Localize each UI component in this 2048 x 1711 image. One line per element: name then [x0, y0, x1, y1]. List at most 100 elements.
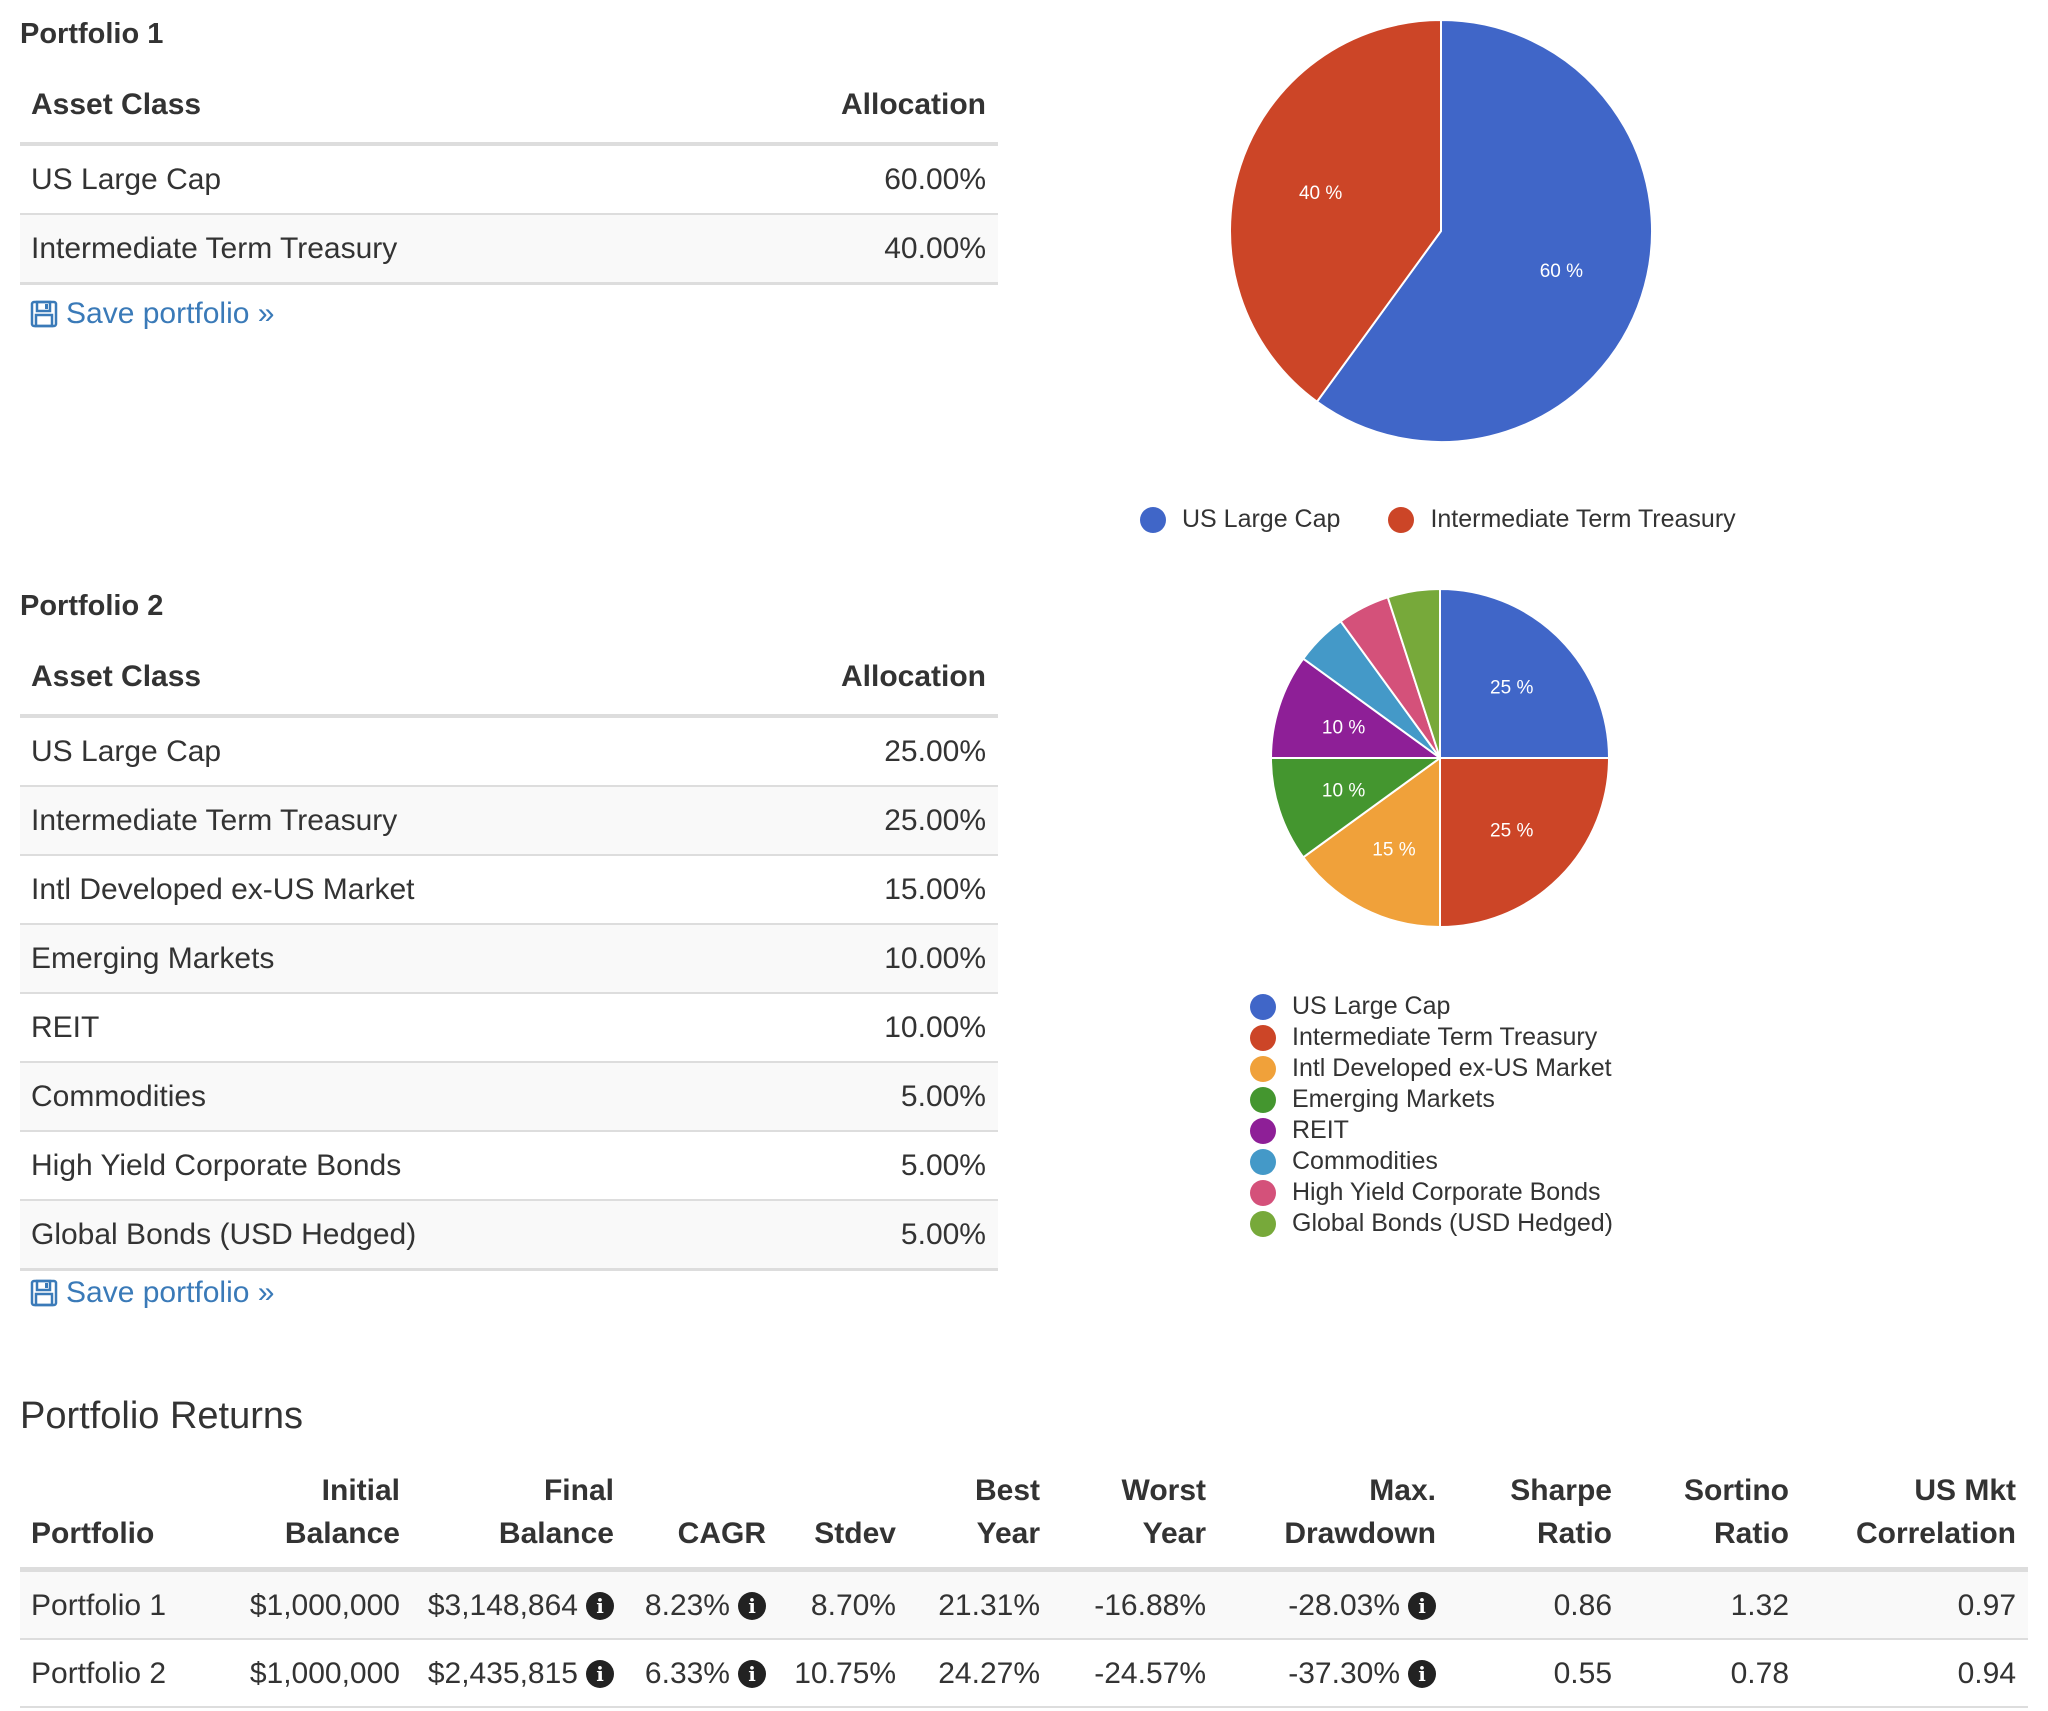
- portfolio-name: Portfolio 1: [31, 1589, 167, 1622]
- pie-slice-global-bonds-usd-hedged[interactable]: [1386, 587, 1441, 759]
- pie-slice-us-large-cap[interactable]: [1315, 18, 1653, 443]
- legend-dot: [1250, 1148, 1276, 1175]
- legend-item[interactable]: Commodities: [1250, 1146, 1613, 1177]
- pie-data-label: 40 %: [1299, 183, 1342, 204]
- best-year: 21.31%: [938, 1589, 1040, 1622]
- legend-item[interactable]: Intermediate Term Treasury: [1388, 505, 1736, 534]
- legend-dot: [1250, 1179, 1276, 1206]
- legend-item[interactable]: Emerging Markets: [1250, 1084, 1613, 1115]
- sortino-ratio: 1.32: [1730, 1589, 1789, 1622]
- save-portfolio-1-link[interactable]: Save portfolio »: [30, 297, 274, 331]
- table-row: Emerging Markets 10.00%: [20, 925, 998, 994]
- asset-name: Emerging Markets: [31, 942, 275, 975]
- max-drawdown-cell: -28.03% i: [1288, 1589, 1436, 1623]
- allocation-value: 10.00%: [884, 1011, 986, 1044]
- table-row: Intl Developed ex-US Market 15.00%: [20, 856, 998, 925]
- asset-name: Commodities: [31, 1080, 207, 1113]
- portfolio-1-legend: US Large Cap Intermediate Term Treasury: [1140, 505, 1784, 534]
- pie-slice-us-large-cap[interactable]: [1439, 587, 1611, 759]
- sharpe-ratio: 0.55: [1553, 1657, 1612, 1690]
- table-row: US Large Cap 25.00%: [20, 718, 998, 787]
- pie-data-label: 10 %: [1322, 718, 1365, 739]
- max-drawdown: -28.03%: [1288, 1589, 1400, 1622]
- legend-item[interactable]: US Large Cap: [1140, 505, 1340, 534]
- best-year: 24.27%: [938, 1657, 1040, 1690]
- pie-slice-intl-developed-ex-us-market[interactable]: [1301, 756, 1441, 929]
- info-circle-icon[interactable]: i: [1408, 1660, 1436, 1688]
- worst-year: -16.88%: [1094, 1589, 1206, 1622]
- stdev: 8.70%: [810, 1589, 896, 1622]
- header-max-drawdown: Max. Drawdown: [1284, 1474, 1436, 1550]
- pie-data-label: 60 %: [1540, 261, 1583, 282]
- header-worst-year: Worst Year: [1121, 1474, 1206, 1550]
- legend-item[interactable]: High Yield Corporate Bonds: [1250, 1177, 1613, 1208]
- cagr-cell: 6.33% i: [645, 1657, 766, 1691]
- portfolio-1-allocation-table: Asset Class Allocation US Large Cap 60.0…: [20, 68, 998, 285]
- info-circle-icon[interactable]: i: [738, 1660, 766, 1688]
- allocation-header: Allocation: [840, 660, 986, 693]
- legend-dot: [1250, 993, 1276, 1020]
- legend-item[interactable]: REIT: [1250, 1115, 1613, 1146]
- table-row: Intermediate Term Treasury 25.00%: [20, 787, 998, 856]
- asset-name: REIT: [31, 1011, 100, 1044]
- info-circle-icon[interactable]: i: [586, 1592, 614, 1620]
- pie-slice-intermediate-term-treasury[interactable]: [1439, 757, 1611, 929]
- pie-slice-intermediate-term-treasury[interactable]: [1229, 18, 1442, 404]
- table-header: Asset Class Allocation: [20, 68, 998, 146]
- legend-item[interactable]: US Large Cap: [1250, 991, 1613, 1022]
- us-mkt-correlation: 0.97: [1957, 1589, 2016, 1622]
- table-header: Asset Class Allocation: [20, 640, 998, 718]
- header-sortino-ratio: Sortino Ratio: [1684, 1474, 1789, 1550]
- portfolio-name: Portfolio 2: [31, 1657, 167, 1690]
- table-body: US Large Cap 25.00% Intermediate Term Tre…: [20, 718, 998, 1271]
- portfolio-1-title: Portfolio 1: [20, 18, 164, 50]
- portfolio-returns-title: Portfolio Returns: [20, 1395, 304, 1437]
- legend-label: Global Bonds (USD Hedged): [1292, 1209, 1613, 1237]
- cagr: 8.23%: [644, 1589, 730, 1622]
- pie-slice-reit[interactable]: [1269, 657, 1444, 759]
- legend-item[interactable]: Intermediate Term Treasury: [1250, 1022, 1613, 1053]
- legend-dot: [1250, 1117, 1276, 1144]
- worst-year: -24.57%: [1094, 1657, 1206, 1690]
- legend-label: High Yield Corporate Bonds: [1292, 1178, 1601, 1206]
- table-row: REIT 10.00%: [20, 994, 998, 1063]
- pie-data-label: 15 %: [1372, 839, 1415, 860]
- header-portfolio: Portfolio: [31, 1517, 155, 1550]
- save-portfolio-label: Save portfolio »: [66, 1276, 275, 1309]
- final-balance: $3,148,864: [427, 1589, 578, 1622]
- pie-data-label: 25 %: [1490, 821, 1533, 842]
- asset-name: Intl Developed ex-US Market: [31, 873, 415, 906]
- pie-slice-emerging-markets[interactable]: [1269, 757, 1444, 859]
- allocation-value: 40.00%: [884, 232, 986, 265]
- legend-label: Commodities: [1292, 1147, 1438, 1175]
- pie-data-label: 10 %: [1322, 780, 1365, 801]
- table-row: Portfolio 2 $1,000,000 $2,435,815 i 6.33%…: [20, 1640, 2028, 1708]
- legend-item[interactable]: Global Bonds (USD Hedged): [1250, 1208, 1613, 1239]
- table-row: Portfolio 1 $1,000,000 $3,148,864 i 8.23%…: [20, 1572, 2028, 1640]
- allocation-value: 25.00%: [884, 804, 986, 837]
- portfolio-2-pie-chart: 25 % 25 % 15 % 10 % 10 %: [1269, 587, 1611, 929]
- allocation-value: 5.00%: [900, 1149, 986, 1182]
- legend-label: Intermediate Term Treasury: [1292, 1023, 1598, 1051]
- portfolio-2-legend: US Large Cap Intermediate Term Treasury …: [1250, 991, 1613, 1239]
- legend-item[interactable]: Intl Developed ex-US Market: [1250, 1053, 1613, 1084]
- info-circle-icon[interactable]: i: [738, 1592, 766, 1620]
- save-portfolio-2-link[interactable]: Save portfolio »: [30, 1276, 274, 1310]
- allocation-value: 15.00%: [884, 873, 986, 906]
- info-circle-icon[interactable]: i: [586, 1660, 614, 1688]
- legend-label: Intl Developed ex-US Market: [1292, 1054, 1612, 1082]
- legend-dot: [1250, 1210, 1276, 1237]
- final-balance-cell: $3,148,864 i: [428, 1589, 614, 1623]
- table-row: Global Bonds (USD Hedged) 5.00%: [20, 1201, 998, 1271]
- info-circle-icon[interactable]: i: [1408, 1592, 1436, 1620]
- portfolio-returns-table: Portfolio Initial Balance Final Balance CA…: [20, 1462, 2028, 1708]
- stdev: 10.75%: [794, 1657, 896, 1690]
- asset-class-header: Asset Class: [31, 660, 202, 693]
- max-drawdown: -37.30%: [1288, 1657, 1400, 1690]
- legend-dot: [1250, 1055, 1276, 1082]
- final-balance-cell: $2,435,815 i: [428, 1657, 614, 1691]
- legend-dot: [1250, 1024, 1276, 1051]
- asset-name: US Large Cap: [31, 163, 222, 196]
- allocation-value: 5.00%: [900, 1218, 986, 1251]
- header-cagr: CAGR: [677, 1517, 766, 1550]
